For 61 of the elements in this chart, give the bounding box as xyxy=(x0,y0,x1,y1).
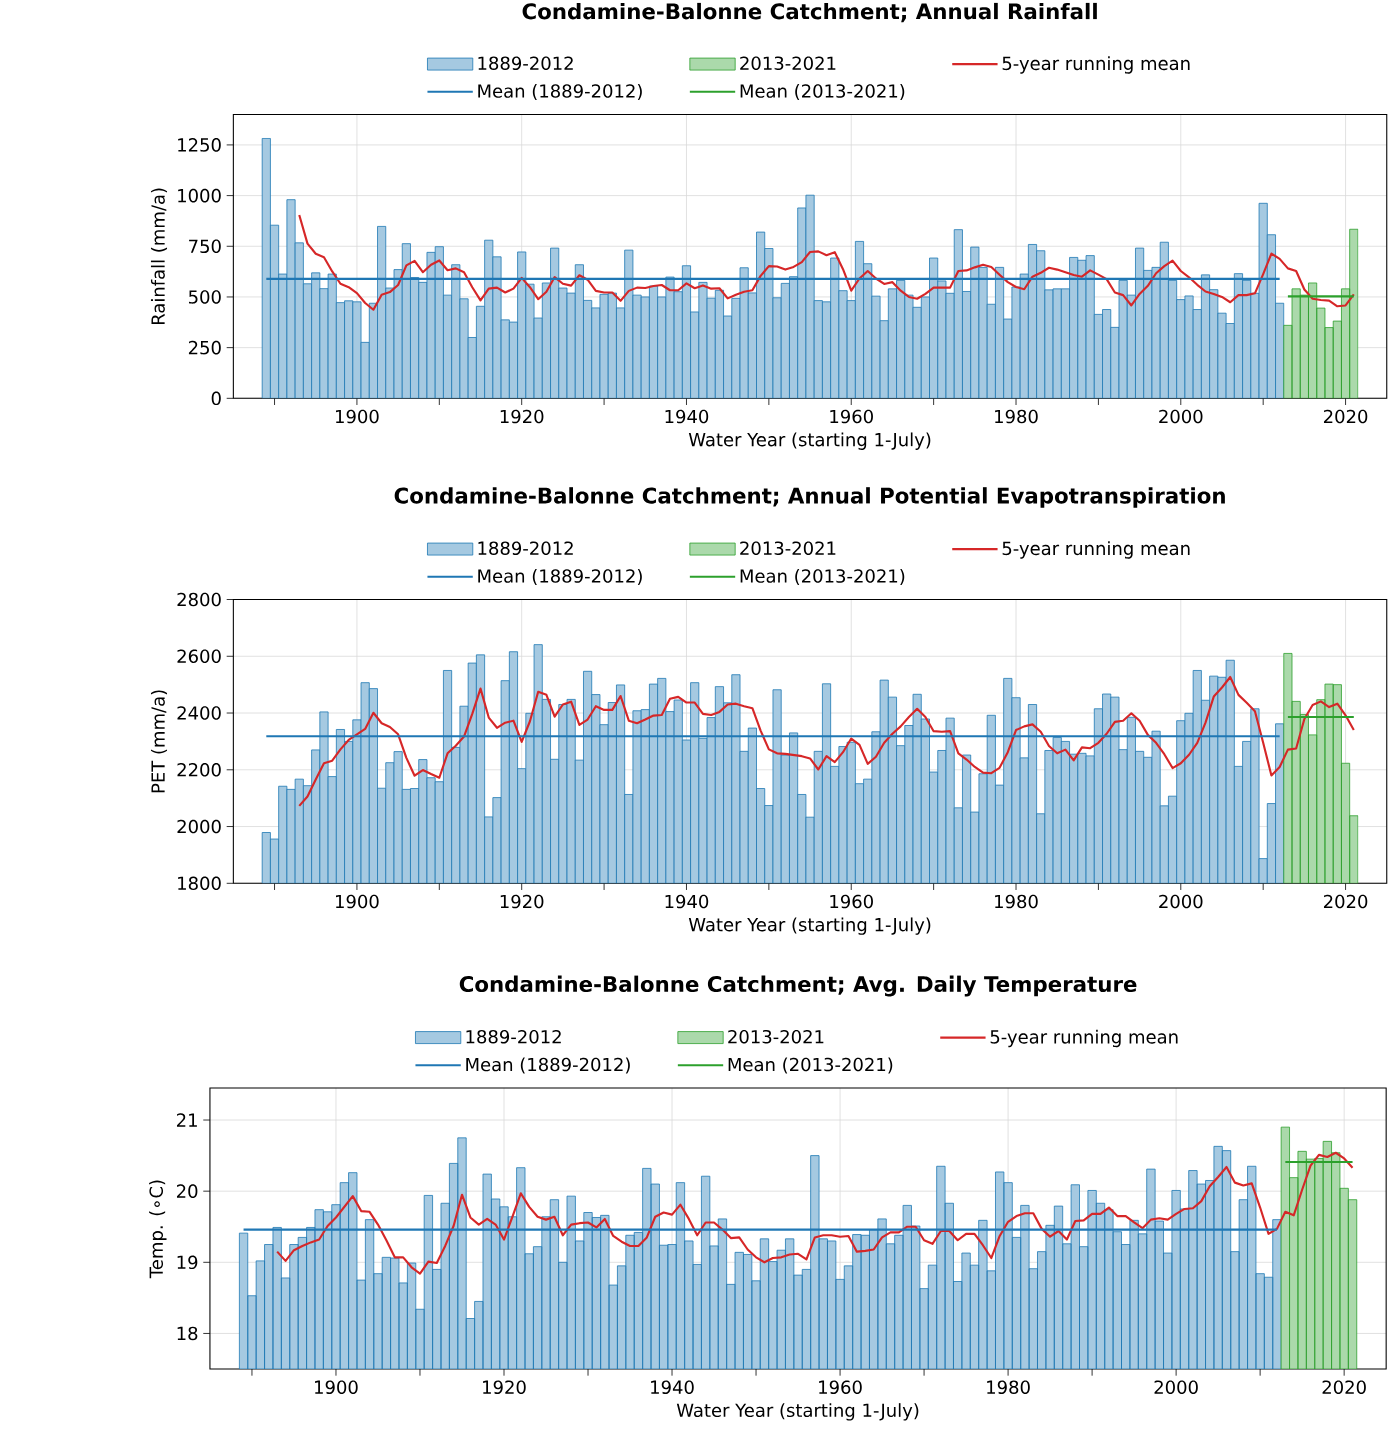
x-tick-label: 1960 xyxy=(819,1380,862,1394)
y-tick-label: 750 xyxy=(189,239,221,254)
legend-label: Mean (1889-2012) xyxy=(466,1057,630,1074)
y-tick-label: 18 xyxy=(177,1326,198,1341)
x-tick-label: 1900 xyxy=(335,894,379,909)
y-tick-label: 21 xyxy=(176,1113,197,1127)
x-axis-title: Water Year (starting 1-July) xyxy=(688,917,931,935)
y-axis-title: PET (mm/a) xyxy=(150,690,167,793)
y-tick-label: 500 xyxy=(188,290,221,304)
legend-label: 2013-2021 xyxy=(740,541,836,556)
y-tick-label: 2800 xyxy=(177,592,221,607)
x-tick-label: 2020 xyxy=(1323,409,1368,424)
x-axis-title: Water Year (starting 1-July) xyxy=(676,1403,919,1421)
y-tick-label: 0 xyxy=(211,391,221,406)
legend-label: 5-year running mean xyxy=(1002,541,1190,559)
y-tick-label: 1250 xyxy=(178,138,221,152)
chart-title: Condamine-Balonne Catchment; Annual Potential Evapotranspiration xyxy=(394,487,1225,508)
y-axis-title: Temp. (∘C) xyxy=(149,1180,167,1279)
x-tick-label: 1980 xyxy=(987,1380,1030,1394)
y-tick-label: 2000 xyxy=(177,819,221,834)
legend-label: 2013-2021 xyxy=(740,56,836,71)
legend-label: 1889-2012 xyxy=(478,56,573,71)
y-tick-label: 2600 xyxy=(177,649,221,664)
legend-label: 1889-2012 xyxy=(466,1029,561,1044)
legend-label: 2013-2021 xyxy=(728,1029,824,1044)
x-tick-label: 2020 xyxy=(1322,1380,1366,1394)
legend-label: Mean (2013-2021) xyxy=(740,83,905,100)
y-tick-label: 2200 xyxy=(177,762,221,777)
x-tick-label: 2000 xyxy=(1154,1380,1198,1394)
legend-label: 5-year running mean xyxy=(1002,56,1190,74)
y-tick-label: 2400 xyxy=(177,706,221,720)
y-tick-label: 19 xyxy=(177,1255,198,1270)
x-tick-label: 1900 xyxy=(335,409,379,424)
x-tick-label: 1960 xyxy=(830,894,873,909)
x-axis-title: Water Year (starting 1-July) xyxy=(688,432,931,450)
chart-title: Condamine-Balonne Catchment; Annual Rainfall xyxy=(522,2,1097,23)
x-tick-label: 1980 xyxy=(995,409,1038,424)
x-tick-label: 1920 xyxy=(500,409,544,424)
legend-label: Mean (2013-2021) xyxy=(728,1057,893,1074)
x-tick-label: 1940 xyxy=(665,894,709,909)
x-tick-label: 1940 xyxy=(665,409,709,424)
x-tick-label: 2020 xyxy=(1323,894,1368,909)
x-tick-label: 1940 xyxy=(651,1380,694,1394)
y-tick-label: 1800 xyxy=(178,876,221,891)
x-tick-label: 1980 xyxy=(995,894,1038,909)
y-tick-label: 250 xyxy=(188,340,221,355)
x-tick-label: 1960 xyxy=(830,409,873,424)
x-tick-label: 2000 xyxy=(1159,894,1203,909)
y-tick-label: 20 xyxy=(176,1184,198,1198)
y-axis-title: Rainfall (mm/a) xyxy=(150,188,167,325)
legend-label: Mean (1889-2012) xyxy=(478,83,642,100)
x-tick-label: 1900 xyxy=(314,1380,358,1394)
legend-label: 1889-2012 xyxy=(478,541,573,556)
legend-label: 5-year running mean xyxy=(990,1029,1178,1048)
x-tick-label: 1920 xyxy=(483,1380,526,1394)
y-tick-label: 1000 xyxy=(178,188,221,203)
x-tick-label: 2000 xyxy=(1159,409,1203,424)
chart-title: Condamine-Balonne Catchment; Avg. Daily Temperature xyxy=(459,975,1137,997)
x-tick-label: 1920 xyxy=(500,894,544,909)
legend-label: Mean (1889-2012) xyxy=(478,568,642,585)
legend-label: Mean (2013-2021) xyxy=(740,568,905,585)
